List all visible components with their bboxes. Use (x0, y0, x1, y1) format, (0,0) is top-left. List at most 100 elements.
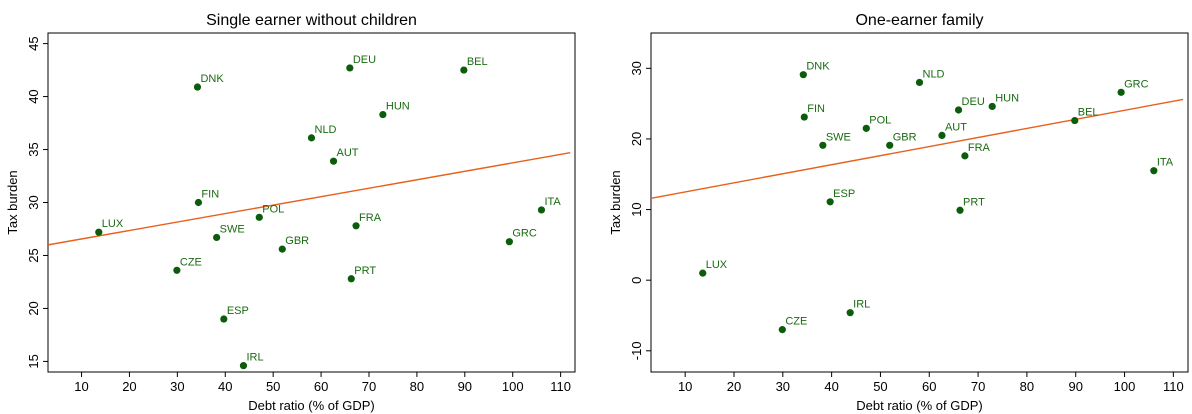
x-tick-label: 40 (218, 379, 232, 394)
data-point (352, 222, 360, 230)
data-point-label: HUN (386, 101, 410, 113)
data-point-label: PRT (354, 265, 376, 277)
y-tick-label: 35 (26, 142, 41, 156)
x-tick-label: 110 (1163, 379, 1184, 394)
y-tick-label: 20 (629, 132, 644, 146)
data-point-label: GRC (1124, 78, 1149, 90)
data-point-label: SWE (826, 131, 851, 143)
x-axis-label: Debt ratio (% of GDP) (248, 398, 374, 413)
chart-title: Single earner without children (206, 12, 417, 29)
data-point (988, 102, 996, 111)
x-tick-label: 10 (74, 379, 88, 394)
data-point-label: FRA (968, 142, 991, 154)
data-point-label: AUT (945, 121, 967, 133)
data-point (194, 198, 203, 207)
x-tick-label: 110 (550, 379, 571, 394)
data-point (220, 315, 228, 323)
fit-line (650, 98, 1184, 199)
x-tick-label: 60 (922, 379, 936, 394)
data-point (954, 106, 963, 114)
y-tick-label: 10 (629, 202, 644, 216)
data-point (347, 275, 355, 283)
data-point (1150, 167, 1158, 175)
data-point-label: ESP (227, 305, 249, 317)
data-point-label: SWE (220, 223, 245, 235)
data-point (846, 309, 854, 317)
x-tick-label: 80 (1020, 379, 1034, 394)
chart-title: One-earner family (855, 12, 983, 29)
plot-frame (650, 32, 1189, 373)
data-point (938, 131, 946, 140)
data-point-label: HUN (995, 92, 1019, 104)
y-tick-label: 0 (629, 277, 644, 284)
data-point (699, 269, 707, 277)
data-point-label: IRL (853, 299, 870, 311)
data-point (379, 110, 387, 119)
y-tick-label: 40 (26, 89, 41, 103)
y-tick-label: 15 (26, 354, 41, 368)
data-point (173, 266, 181, 274)
data-point (1117, 88, 1125, 96)
x-tick-label: 50 (266, 379, 280, 394)
chart-panel-1: Single earner without children 10 20 30 40 50… (5, 12, 576, 413)
data-point (346, 64, 354, 72)
data-point-label: DNK (806, 61, 830, 73)
data-point (1071, 116, 1079, 125)
x-axis-label: Debt ratio (% of GDP) (856, 398, 982, 413)
data-point (778, 326, 786, 334)
data-point-label: ESP (833, 188, 855, 200)
x-tick-label: 50 (873, 379, 887, 394)
data-point-label: LUX (102, 218, 124, 230)
x-tick-label: 40 (824, 379, 838, 394)
x-tick-label: 100 (1114, 379, 1136, 394)
data-point-label: FRA (359, 212, 382, 224)
x-tick-label: 70 (362, 379, 376, 394)
data-point-label: GRC (512, 228, 537, 240)
x-tick-label: 10 (678, 379, 692, 394)
data-point-label: NLD (315, 124, 337, 136)
data-point (886, 141, 894, 149)
y-axis-label: Tax burden (5, 170, 20, 234)
data-point-label: LUX (706, 259, 728, 271)
x-tick-label: 70 (971, 379, 985, 394)
data-point-label: AUT (337, 147, 359, 159)
x-tick-label: 60 (314, 379, 328, 394)
y-tick-label: 25 (26, 248, 41, 262)
x-tick-label: 20 (122, 379, 136, 394)
y-tick-label: 30 (26, 195, 41, 209)
x-tick-label: 80 (410, 379, 424, 394)
y-axis-label: Tax burden (608, 170, 623, 234)
x-tick-label: 30 (170, 379, 184, 394)
data-point-label: BEL (1078, 107, 1099, 119)
data-point (800, 113, 808, 121)
data-point (961, 152, 969, 160)
data-point-label: GBR (893, 131, 917, 143)
data-point-label: FIN (807, 103, 825, 115)
data-point-label: ITA (1157, 157, 1174, 169)
data-point-label: CZE (180, 256, 202, 268)
data-point-label: DNK (200, 73, 224, 85)
data-point (819, 141, 827, 149)
data-point-label: DEU (962, 96, 985, 108)
data-point-label: GBR (285, 235, 309, 247)
y-tick-label: 20 (26, 301, 41, 315)
data-point (278, 245, 286, 253)
data-point-label: IRL (246, 352, 263, 364)
data-point (193, 83, 202, 91)
data-point (826, 198, 834, 206)
data-point (537, 206, 546, 214)
data-point-label: BEL (467, 56, 488, 68)
data-point-label: FIN (201, 189, 219, 201)
y-tick-label: 30 (629, 61, 644, 75)
x-tick-label: 90 (1068, 379, 1082, 394)
data-point-label: POL (262, 203, 284, 215)
y-tick-label: 45 (26, 36, 41, 50)
data-point (862, 124, 870, 132)
x-tick-label: 20 (727, 379, 741, 394)
data-point-label: POL (869, 114, 891, 126)
data-point (956, 206, 964, 214)
data-point (915, 78, 924, 87)
x-tick-label: 30 (776, 379, 790, 394)
